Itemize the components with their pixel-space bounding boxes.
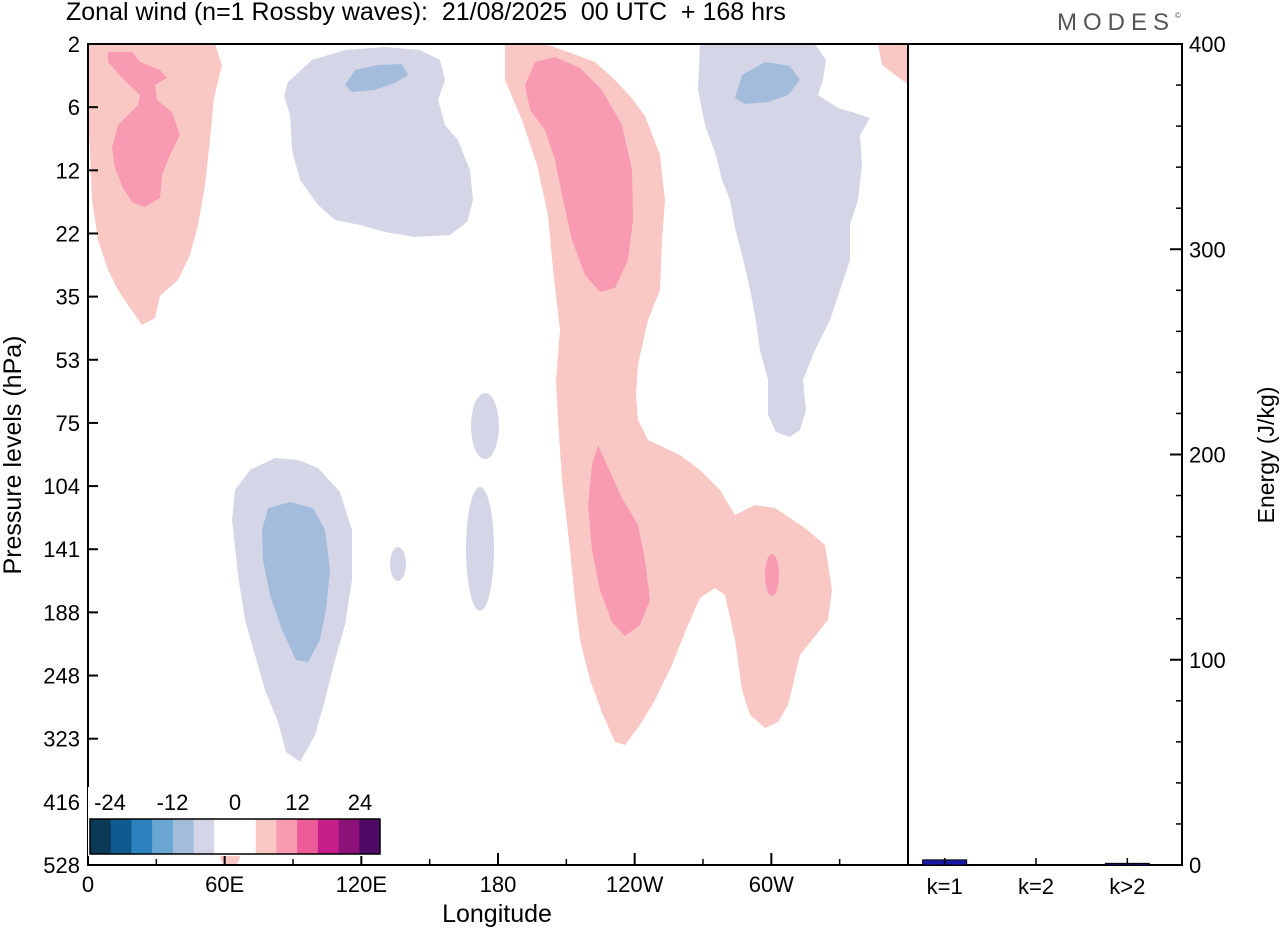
contour-negative-light — [284, 47, 473, 237]
contour-positive-medium — [765, 554, 779, 596]
colorbar-swatch — [193, 819, 215, 854]
y-tick-label: 12 — [56, 158, 80, 183]
colorbar-label: 12 — [285, 790, 309, 815]
y-tick-label: 104 — [43, 474, 80, 499]
colorbar: -24 -12 0 12 24 — [88, 787, 382, 856]
x-axis-label: Longitude — [442, 900, 552, 928]
y-tick-label: 2 — [68, 32, 80, 57]
contour-positive-medium — [525, 57, 633, 292]
y-tick-label: 141 — [43, 537, 80, 562]
contour-negative-light — [698, 44, 870, 437]
x-tick-label: 60E — [205, 872, 244, 897]
y-tick-label: 416 — [43, 790, 80, 815]
figure-title: Zonal wind (n=1 Rossby waves): 21/08/202… — [66, 0, 786, 26]
y-axis-label: Pressure levels (hPa) — [0, 336, 27, 575]
y-tick-label: 22 — [56, 221, 80, 246]
contour-negative-light — [390, 547, 406, 581]
longitude-axis: 0 60E 120E 180 120W 60W — [82, 853, 841, 897]
energy-tick-label: 300 — [1189, 237, 1226, 262]
colorbar-swatch — [214, 819, 236, 854]
logo-mark: © — [1175, 11, 1181, 20]
colorbar-swatch — [255, 819, 277, 854]
colorbar-swatch — [276, 819, 298, 854]
colorbar-swatch — [90, 819, 112, 854]
pressure-axis: 2 6 12 22 35 53 75 104 141 188 248 323 416 528 — [43, 32, 98, 878]
contour-positive-medium — [588, 445, 650, 636]
x-tick-label: 60W — [749, 872, 794, 897]
colorbar-border — [89, 818, 381, 855]
y-tick-label: 53 — [56, 348, 80, 373]
bar-category-label: k=2 — [1018, 874, 1054, 899]
y-tick-label: 75 — [56, 411, 80, 436]
y-tick-label: 323 — [43, 727, 80, 752]
contour-negative-medium — [262, 502, 330, 662]
colorbar-swatch — [297, 819, 319, 854]
colorbar-label: 0 — [229, 790, 241, 815]
colorbar-swatch — [359, 819, 381, 854]
energy-bars: k=1 k=2 k>2 — [922, 858, 1150, 899]
colorbar-swatch — [110, 819, 132, 854]
contour-field — [88, 44, 908, 865]
contour-negative-medium — [735, 62, 800, 104]
colorbar-swatch — [317, 819, 340, 854]
energy-axis-label: Energy (J/kg) — [1253, 387, 1279, 524]
y-tick-label: 188 — [43, 600, 80, 625]
modes-logo: MODES© — [1057, 9, 1181, 37]
contour-positive-light — [878, 44, 908, 84]
energy-tick-label: 200 — [1189, 443, 1226, 468]
y-tick-label: 248 — [43, 664, 80, 689]
logo-text: MODES — [1057, 9, 1176, 36]
energy-tick-label: 0 — [1189, 853, 1201, 878]
bar-category-label: k=1 — [927, 874, 963, 899]
energy-tick-label: 100 — [1189, 648, 1226, 673]
x-tick-label: 180 — [480, 872, 517, 897]
energy-tick-label: 400 — [1189, 32, 1226, 57]
y-tick-label: 35 — [56, 285, 80, 310]
y-tick-label: 6 — [68, 95, 80, 120]
colorbar-swatch — [152, 819, 174, 854]
contour-negative-medium — [345, 64, 408, 92]
y-tick-label: 528 — [43, 853, 80, 878]
colorbar-swatch — [172, 819, 195, 854]
colorbar-swatch — [338, 819, 360, 854]
contour-positive-medium — [108, 52, 180, 207]
bar-category-label: k>2 — [1109, 874, 1145, 899]
contour-negative-light — [471, 393, 499, 459]
x-tick-label: 0 — [82, 872, 94, 897]
contour-negative-light — [466, 487, 494, 611]
colorbar-label: -12 — [157, 790, 189, 815]
colorbar-label: 24 — [348, 790, 372, 815]
x-tick-label: 120E — [336, 872, 387, 897]
x-tick-label: 120W — [606, 872, 664, 897]
colorbar-swatch — [235, 819, 257, 854]
colorbar-label: -24 — [94, 790, 126, 815]
colorbar-swatch — [131, 819, 153, 854]
energy-axis: 0 100 200 300 400 — [1170, 32, 1226, 878]
